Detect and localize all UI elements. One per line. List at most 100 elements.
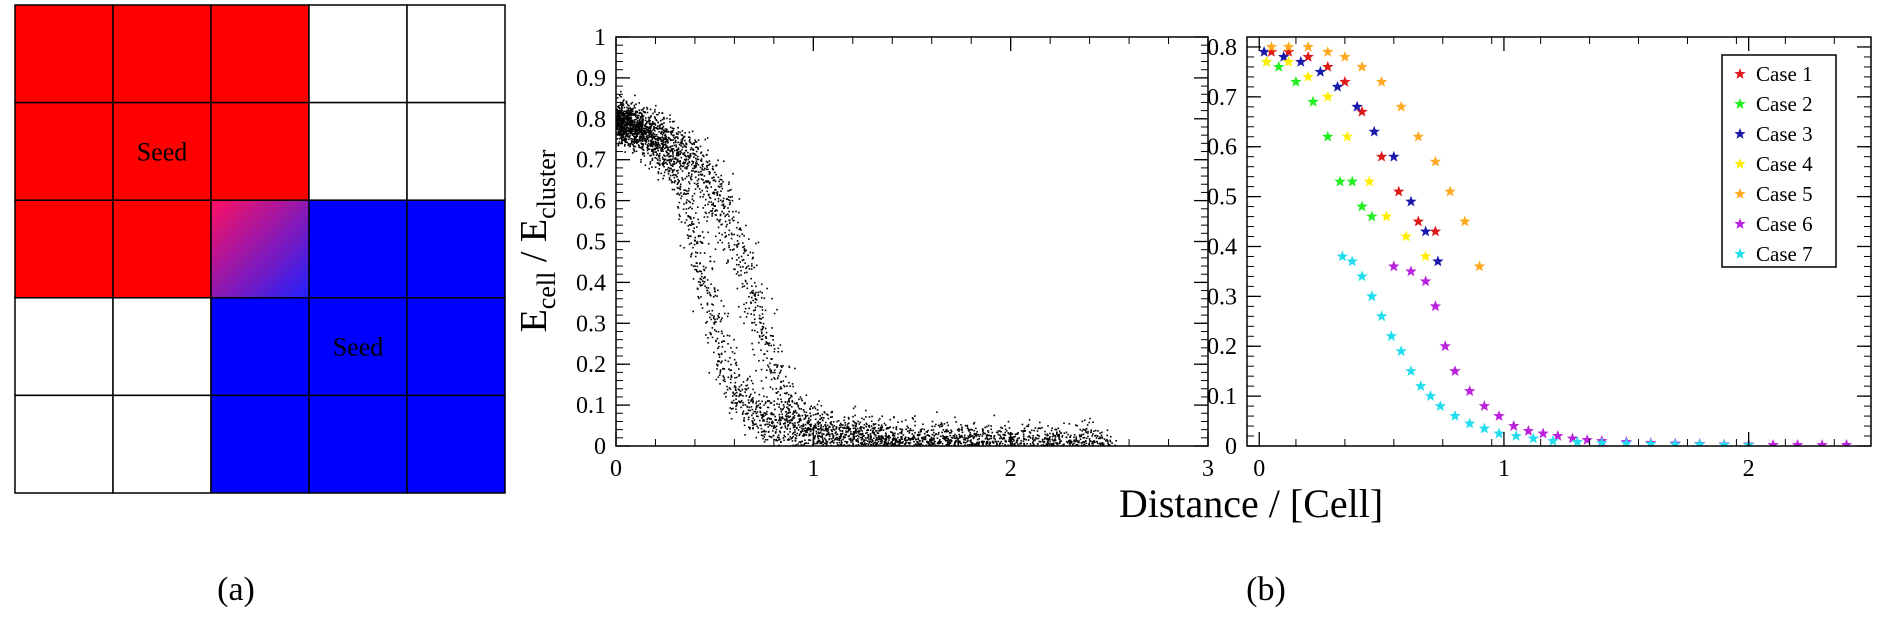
density-point bbox=[853, 435, 855, 438]
density-point bbox=[745, 302, 748, 304]
density-point bbox=[827, 429, 830, 431]
density-point bbox=[742, 258, 745, 261]
density-point bbox=[706, 153, 708, 156]
density-point bbox=[695, 170, 698, 173]
density-point bbox=[638, 102, 641, 104]
density-point bbox=[922, 423, 924, 426]
density-point bbox=[707, 168, 709, 171]
density-point bbox=[872, 442, 875, 445]
density-point bbox=[719, 369, 722, 371]
density-point bbox=[946, 421, 949, 424]
density-point bbox=[738, 211, 740, 214]
density-point bbox=[938, 441, 940, 443]
density-point bbox=[1076, 439, 1078, 442]
density-point bbox=[661, 139, 663, 142]
density-point bbox=[755, 406, 758, 409]
density-point bbox=[706, 303, 709, 306]
density-point bbox=[757, 400, 760, 402]
density-point bbox=[726, 388, 729, 391]
density-point bbox=[693, 156, 695, 158]
density-point bbox=[757, 431, 760, 434]
density-point bbox=[735, 404, 738, 406]
density-point bbox=[747, 412, 749, 415]
density-point bbox=[773, 350, 776, 353]
legend-marker-case-7 bbox=[1734, 248, 1746, 259]
density-point bbox=[1071, 443, 1074, 446]
density-point bbox=[640, 127, 643, 130]
density-point bbox=[980, 441, 983, 444]
density-point bbox=[708, 310, 710, 312]
density-point bbox=[1107, 443, 1110, 446]
cases-points bbox=[1258, 41, 1853, 446]
density-point bbox=[653, 133, 656, 136]
density-point bbox=[722, 203, 725, 206]
density-point bbox=[899, 441, 902, 444]
density-point bbox=[728, 412, 731, 414]
grid-cell bbox=[14, 297, 114, 397]
density-point bbox=[1101, 431, 1103, 434]
density-point bbox=[738, 395, 740, 398]
density-point bbox=[830, 421, 832, 423]
density-point bbox=[733, 243, 736, 246]
density-point bbox=[670, 133, 673, 136]
density-point bbox=[867, 434, 870, 437]
density-point bbox=[911, 438, 913, 440]
density-point bbox=[969, 432, 971, 434]
density-point bbox=[626, 134, 629, 136]
density-point bbox=[828, 437, 831, 440]
density-point bbox=[687, 156, 690, 158]
density-point bbox=[1101, 442, 1104, 444]
density-point bbox=[1088, 438, 1091, 440]
density-point bbox=[662, 131, 665, 134]
density-point bbox=[1091, 442, 1093, 445]
density-point bbox=[782, 417, 784, 420]
density-point bbox=[743, 303, 745, 306]
density-point bbox=[764, 424, 766, 426]
density-point bbox=[815, 430, 818, 433]
density-point bbox=[1076, 444, 1079, 446]
density-point bbox=[1020, 439, 1022, 442]
density-point bbox=[797, 424, 800, 426]
density-point bbox=[673, 176, 676, 179]
density-point bbox=[804, 439, 806, 441]
density-point bbox=[666, 151, 669, 154]
density-point bbox=[830, 416, 832, 418]
density-point bbox=[676, 136, 679, 138]
density-point bbox=[721, 341, 723, 343]
density-point bbox=[633, 133, 636, 135]
density-point bbox=[864, 437, 867, 439]
density-point bbox=[774, 408, 776, 411]
density-point bbox=[698, 188, 701, 190]
density-point bbox=[878, 424, 880, 426]
density-point bbox=[772, 427, 775, 430]
density-point bbox=[721, 332, 723, 335]
density-point bbox=[941, 425, 943, 428]
density-point bbox=[986, 425, 988, 428]
density-point bbox=[656, 128, 659, 130]
density-point bbox=[791, 400, 794, 402]
density-point bbox=[758, 314, 761, 317]
density-point bbox=[688, 181, 690, 183]
density-point bbox=[843, 419, 845, 422]
density-point bbox=[622, 113, 625, 116]
density-point bbox=[893, 416, 895, 418]
density-point bbox=[692, 162, 694, 164]
density-point bbox=[708, 316, 711, 319]
density-point bbox=[917, 442, 919, 444]
density-point bbox=[672, 163, 674, 166]
density-point bbox=[624, 138, 627, 140]
density-point bbox=[714, 210, 716, 212]
density-point bbox=[851, 424, 854, 426]
density-point bbox=[650, 132, 652, 135]
density-point bbox=[698, 171, 700, 173]
grid-cell bbox=[112, 199, 212, 299]
plot-b-ytick-label: 0.6 bbox=[1207, 135, 1237, 161]
density-point bbox=[798, 441, 801, 443]
density-point bbox=[712, 176, 715, 179]
density-point bbox=[636, 130, 638, 133]
density-point bbox=[839, 424, 841, 427]
density-point bbox=[673, 181, 676, 184]
density-point bbox=[867, 443, 870, 446]
density-point bbox=[634, 145, 637, 148]
density-point bbox=[661, 112, 664, 115]
